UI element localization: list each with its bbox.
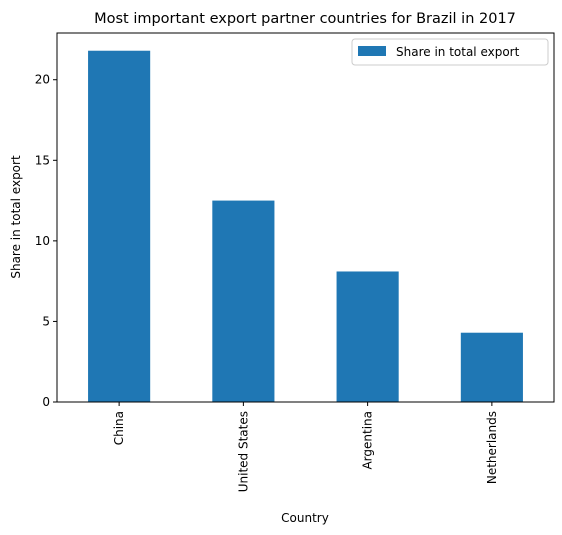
x-tick-label: United States [236,411,250,492]
y-tick-label: 15 [35,153,50,167]
legend-frame [351,38,549,66]
legend-swatch [358,46,386,56]
legend-label: Share in total export [396,45,520,59]
y-axis-ticks: 0 5 10 15 20 [35,73,57,409]
bar-china [88,50,151,403]
y-axis-label: Share in total export [9,155,23,279]
x-axis-ticks: China United States Argentina Netherlands [112,402,499,492]
y-tick-label: 20 [35,73,50,87]
x-tick-label: Netherlands [485,411,499,484]
bar-united-states [212,200,275,402]
plot-frame [56,32,555,403]
legend: Share in total export [351,38,549,66]
x-tick-label: China [112,411,126,445]
y-tick-label: 0 [42,395,50,409]
y-tick-label: 5 [42,314,50,328]
bar-netherlands [460,332,523,402]
chart-title: Most important export partner countries … [94,11,516,27]
bar-argentina [336,271,399,402]
bars-group [88,50,523,403]
x-axis-label: Country [281,511,329,525]
y-tick-label: 10 [35,234,50,248]
x-tick-label: Argentina [361,411,375,470]
